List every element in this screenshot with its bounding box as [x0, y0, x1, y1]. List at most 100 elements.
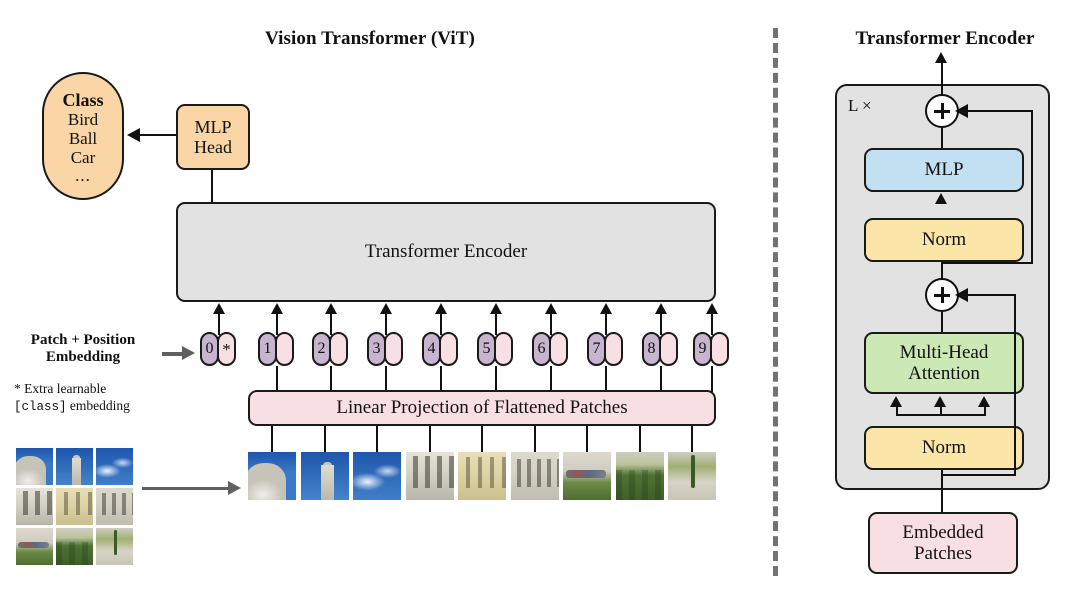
residual-top-top-horizontal: [968, 110, 1033, 113]
token-arrow-head-5: [489, 303, 502, 314]
token-arrow-head-3: [379, 303, 392, 314]
source-patch-6: [16, 528, 53, 565]
token-arrow-line-7: [604, 313, 608, 335]
source-patch-0: [16, 448, 53, 485]
patch-stem-3: [428, 426, 432, 454]
token-arrow-line-0: [217, 313, 221, 335]
residual-add-top: [925, 94, 959, 128]
flattened-patch-5: [511, 452, 559, 500]
transformer-encoder-bar: Transformer Encoder: [176, 202, 716, 302]
class-output-box: Class Bird Ball Car ...: [42, 72, 124, 200]
token-arrow-line-9: [710, 313, 714, 335]
source-patch-5: [96, 488, 133, 525]
class-item-ball: Ball: [68, 129, 98, 149]
normbottom-input-line: [941, 470, 944, 522]
flattened-patch-4: [458, 452, 506, 500]
projection-stem-9: [710, 366, 714, 392]
projection-stem-8: [659, 366, 663, 392]
mlp-block-label: MLP: [924, 158, 964, 180]
mlphead-to-class-line: [140, 134, 178, 137]
token-patch-5: [494, 332, 513, 366]
token-patch-1: [275, 332, 294, 366]
linear-projection-label: Linear Projection of Flattened Patches: [336, 396, 628, 418]
token-7: 7: [587, 332, 623, 366]
transformer-encoder-bar-label: Transformer Encoder: [364, 240, 528, 262]
source-patch-8: [96, 528, 133, 565]
residual-mid-top-horizontal: [968, 294, 1016, 297]
projection-stem-2: [329, 366, 333, 392]
token-arrow-line-8: [659, 313, 663, 335]
footnote-line1: * Extra learnable: [14, 381, 107, 396]
token-arrow-head-4: [434, 303, 447, 314]
flattened-patch-0: [248, 452, 296, 500]
patch-stem-8: [690, 426, 694, 454]
token-arrow-line-3: [384, 313, 388, 335]
class-heading: Class: [62, 89, 104, 110]
projection-stem-3: [384, 366, 388, 392]
token-arrow-head-6: [544, 303, 557, 314]
patch-stem-4: [480, 426, 484, 454]
patch-position-embedding-label: Patch + Position Embedding: [8, 332, 158, 367]
norm-block-bottom: Norm: [864, 426, 1024, 470]
mlp-block: MLP: [864, 148, 1024, 192]
source-patch-3: [16, 488, 53, 525]
class-ellipsis: ...: [75, 166, 91, 186]
norm-block-bottom-label: Norm: [921, 436, 967, 458]
repeat-count-label: L ×: [848, 96, 872, 115]
source-patch-7: [56, 528, 93, 565]
flattened-patch-2: [353, 452, 401, 500]
token-arrow-head-7: [599, 303, 612, 314]
token-4: 4: [422, 332, 458, 366]
mlp-head-line2: Head: [194, 137, 232, 157]
token-position-6: 6: [532, 332, 551, 366]
flattened-patch-8: [668, 452, 716, 500]
patch-stem-7: [638, 426, 642, 454]
token-patch-4: [439, 332, 458, 366]
residual-mid-arrowhead: [955, 288, 968, 302]
token-arrow-head-1: [270, 303, 283, 314]
footnote-line2-rest: embedding: [66, 397, 130, 413]
token-arrow-head-2: [324, 303, 337, 314]
multi-head-attention-block: Multi-Head Attention: [864, 332, 1024, 394]
residual-top-bottom-horizontal: [941, 262, 1033, 265]
token-arrow-head-0: [212, 303, 225, 314]
mlphead-to-encoder-line: [211, 170, 214, 204]
flattened-patch-7: [616, 452, 664, 500]
token-arrow-head-8: [654, 303, 667, 314]
encoder-output-arrowhead: [935, 52, 947, 63]
linear-projection-box: Linear Projection of Flattened Patches: [248, 390, 716, 426]
token-class-star: *: [217, 332, 236, 366]
token-3: 3: [367, 332, 403, 366]
projection-stem-5: [494, 366, 498, 392]
token-arrow-head-9: [705, 303, 718, 314]
projection-stem-1: [275, 366, 279, 392]
class-item-car: Car: [70, 148, 96, 168]
mlp-to-add-top-line: [941, 128, 944, 150]
class-item-bird: Bird: [67, 110, 99, 130]
token-patch-7: [604, 332, 623, 366]
norm-block-top: Norm: [864, 218, 1024, 262]
embedding-label-line2: Embedding: [45, 349, 121, 366]
token-arrow-line-1: [275, 313, 279, 335]
patch-stem-0: [270, 426, 274, 454]
token-9: 9: [693, 332, 729, 366]
add-top-to-output-line: [941, 84, 944, 96]
patch-stem-2: [375, 426, 379, 454]
token-arrow-line-4: [439, 313, 443, 335]
left-panel-title: Vision Transformer (ViT): [265, 28, 475, 49]
patch-stem-6: [585, 426, 589, 454]
patch-stem-5: [533, 426, 537, 454]
token-patch-6: [549, 332, 568, 366]
projection-stem-7: [604, 366, 608, 392]
token-5: 5: [477, 332, 513, 366]
residual-mid-vertical: [1014, 296, 1017, 476]
token-2: 2: [312, 332, 348, 366]
right-panel-title: Transformer Encoder: [855, 28, 1035, 49]
flattened-patch-6: [563, 452, 611, 500]
token-patch-8: [659, 332, 678, 366]
token-arrow-line-5: [494, 313, 498, 335]
flattened-patch-3: [406, 452, 454, 500]
token-0: 0 *: [200, 332, 236, 366]
token-arrow-line-6: [549, 313, 553, 335]
residual-top-vertical: [1031, 112, 1034, 264]
